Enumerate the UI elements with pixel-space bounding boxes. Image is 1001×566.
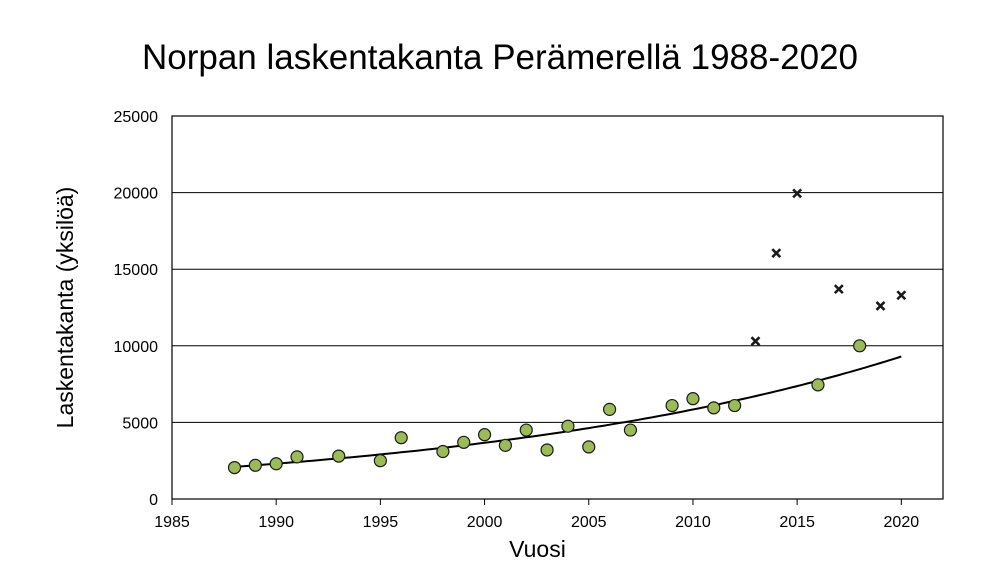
data-point	[582, 440, 596, 454]
data-point	[498, 438, 513, 452]
data-point	[332, 449, 346, 463]
data-point	[707, 401, 721, 415]
data-point	[248, 458, 262, 472]
data-point	[686, 392, 700, 406]
data-point-cross	[750, 336, 761, 347]
y-tick-label: 5000	[122, 415, 158, 432]
data-point	[665, 398, 679, 413]
data-point	[602, 402, 617, 416]
data-point	[227, 460, 242, 475]
data-point	[853, 339, 867, 353]
y-tick-label: 15000	[114, 262, 159, 279]
y-tick-label: 10000	[114, 339, 159, 356]
x-axis-label: Vuosi	[509, 536, 566, 562]
data-point	[394, 431, 408, 445]
x-tick-label: 2015	[779, 514, 815, 531]
y-tick-label: 25000	[114, 109, 159, 126]
data-point-cross	[792, 188, 803, 199]
data-point	[269, 457, 283, 471]
plot-area	[171, 115, 944, 500]
x-tick-label: 2010	[675, 514, 711, 531]
y-axis-label: Laskentakanta (yksilöä)	[52, 187, 78, 429]
data-point	[457, 435, 471, 449]
data-point	[540, 443, 554, 457]
data-point	[623, 423, 638, 437]
y-tick-label: 0	[149, 492, 158, 509]
data-point-cross	[896, 290, 907, 301]
x-tick-label: 2000	[467, 514, 503, 531]
data-point-cross	[833, 284, 844, 295]
data-point	[561, 419, 575, 433]
data-point	[436, 444, 450, 459]
trend-line	[234, 355, 902, 468]
x-tick-label: 1995	[363, 514, 399, 531]
data-point	[477, 428, 492, 442]
data-point-cross	[875, 301, 886, 311]
data-point	[811, 378, 825, 392]
data-point	[519, 423, 533, 437]
data-point	[728, 398, 742, 413]
data-point	[373, 454, 387, 468]
x-tick-label: 2020	[884, 514, 920, 531]
x-tick-label: 1990	[258, 514, 294, 531]
y-tick-label: 20000	[114, 186, 159, 203]
data-point	[290, 450, 304, 464]
data-point-cross	[771, 248, 782, 259]
x-tick-label: 2005	[571, 514, 607, 531]
x-tick-label: 1985	[154, 514, 190, 531]
chart-title: Norpan laskentakanta Perämerellä 1988-20…	[141, 38, 858, 77]
